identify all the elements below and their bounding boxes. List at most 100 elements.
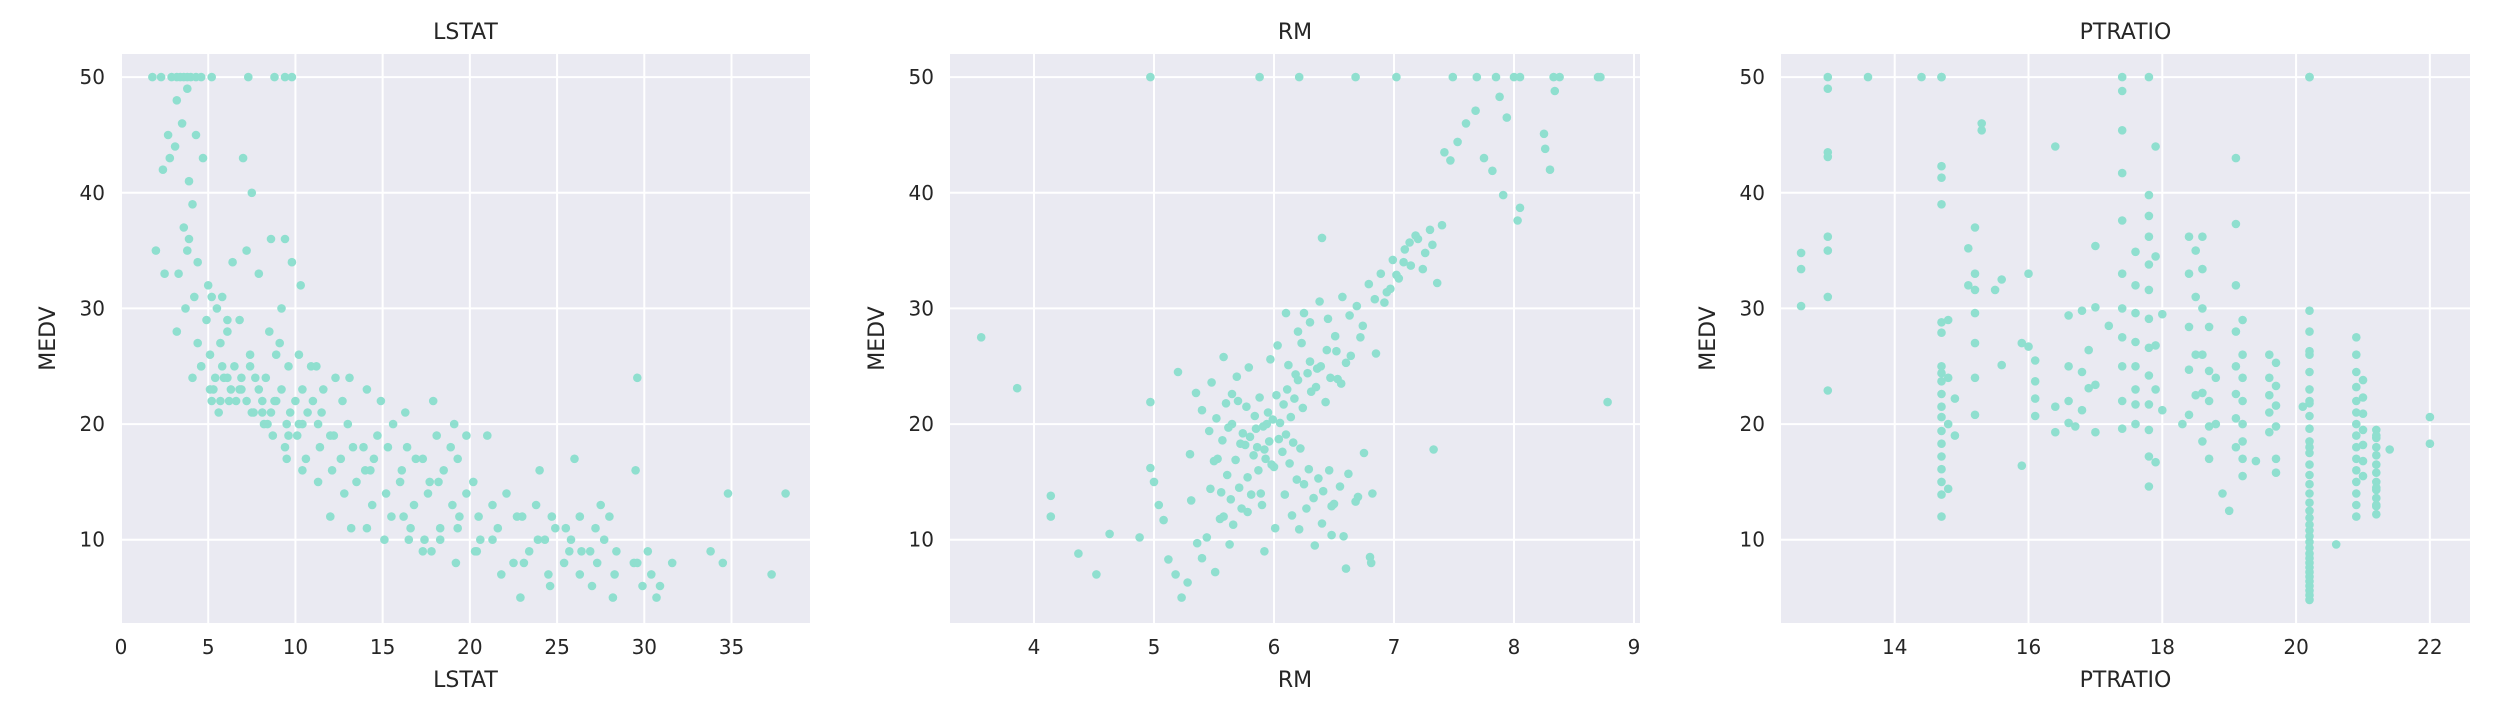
data-point — [338, 396, 347, 406]
data-point — [2238, 437, 2247, 446]
data-point — [559, 558, 569, 568]
data-point — [1149, 477, 1159, 487]
data-point — [1970, 285, 1980, 295]
data-point — [2218, 489, 2227, 498]
data-point — [1509, 72, 1519, 82]
data-point — [1242, 402, 1251, 412]
data-point — [2305, 327, 2314, 336]
data-point — [2238, 350, 2247, 360]
data-point — [254, 269, 264, 279]
x-tick-label: 16 — [2016, 635, 2041, 659]
data-point — [1146, 463, 1155, 473]
x-tick-label: 0 — [115, 635, 128, 659]
data-point — [1970, 373, 1980, 383]
data-point — [1411, 231, 1420, 240]
x-tick-label: 10 — [283, 635, 308, 659]
data-point — [1183, 578, 1192, 587]
ticks-rm: 4 5 6 7 8 9 10 20 30 40 50 — [909, 65, 1641, 659]
data-point — [2017, 338, 2027, 348]
data-point — [2117, 216, 2127, 225]
data-point — [237, 373, 246, 383]
data-point — [1234, 483, 1244, 493]
data-point — [1294, 525, 1304, 534]
data-point — [2144, 285, 2154, 295]
data-point — [2358, 409, 2368, 419]
data-point — [258, 396, 267, 406]
data-point — [298, 466, 307, 475]
data-point — [1258, 422, 1268, 431]
data-point — [2198, 304, 2207, 313]
y-tick-label: 30 — [1740, 296, 1765, 320]
data-point — [2184, 322, 2194, 332]
data-point — [1186, 496, 1196, 505]
data-point — [1191, 388, 1201, 398]
data-point — [1146, 397, 1155, 407]
data-point — [1249, 451, 1258, 460]
data-point — [1282, 385, 1292, 394]
data-point — [1268, 415, 1278, 424]
data-point — [1977, 119, 1986, 128]
data-point — [2372, 500, 2381, 510]
data-point — [1335, 482, 1345, 491]
data-point — [1322, 345, 1332, 355]
data-point — [2352, 350, 2361, 360]
data-point — [2305, 513, 2314, 523]
data-point — [1406, 261, 1416, 270]
data-point — [1437, 220, 1447, 230]
data-point — [2184, 365, 2194, 375]
data-point — [1310, 541, 1320, 550]
data-point — [976, 333, 986, 342]
data-point — [1226, 495, 1236, 504]
data-point — [2265, 408, 2274, 417]
data-point — [258, 408, 267, 417]
data-point — [1823, 386, 1833, 395]
data-point — [2305, 424, 2314, 434]
data-point — [265, 327, 274, 336]
data-point — [1420, 248, 1430, 258]
data-point — [1823, 246, 1833, 255]
data-point — [2358, 440, 2368, 450]
data-point — [1296, 444, 1305, 453]
data-point — [2305, 367, 2314, 377]
data-point — [2077, 367, 2087, 377]
data-point — [1937, 161, 1946, 171]
data-point — [2198, 232, 2207, 241]
data-point — [2184, 232, 2194, 241]
data-point — [2352, 396, 2361, 406]
data-point — [1250, 411, 1260, 421]
data-point — [2198, 437, 2207, 446]
x-tick-label: 14 — [1882, 635, 1907, 659]
data-point — [409, 500, 419, 510]
data-point — [2204, 454, 2214, 464]
data-point — [1202, 533, 1212, 542]
data-point — [509, 558, 518, 568]
data-point — [638, 581, 647, 591]
data-point — [1012, 383, 1022, 393]
data-point — [1371, 349, 1381, 358]
chart-title-ptratio: PTRATIO — [2080, 20, 2172, 45]
data-point — [2131, 308, 2140, 318]
data-point — [612, 547, 621, 556]
data-point — [2158, 405, 2167, 415]
data-point — [261, 373, 271, 383]
data-point — [1392, 270, 1401, 280]
data-point — [488, 500, 497, 510]
data-point — [2117, 396, 2127, 406]
data-point — [247, 408, 257, 417]
y-tick-label: 10 — [1740, 528, 1765, 552]
data-point — [2030, 394, 2040, 403]
data-point — [2204, 422, 2214, 431]
data-point — [183, 84, 192, 93]
data-point — [570, 454, 579, 464]
data-point — [2238, 315, 2247, 325]
data-point — [156, 72, 166, 82]
data-point — [1324, 466, 1334, 475]
data-point — [2064, 311, 2073, 320]
data-point — [647, 570, 656, 579]
data-point — [2305, 442, 2314, 452]
data-point — [2117, 304, 2127, 313]
data-point — [362, 385, 372, 394]
data-point — [1298, 403, 1308, 413]
data-point — [1197, 553, 1207, 563]
data-point — [1046, 512, 1056, 521]
